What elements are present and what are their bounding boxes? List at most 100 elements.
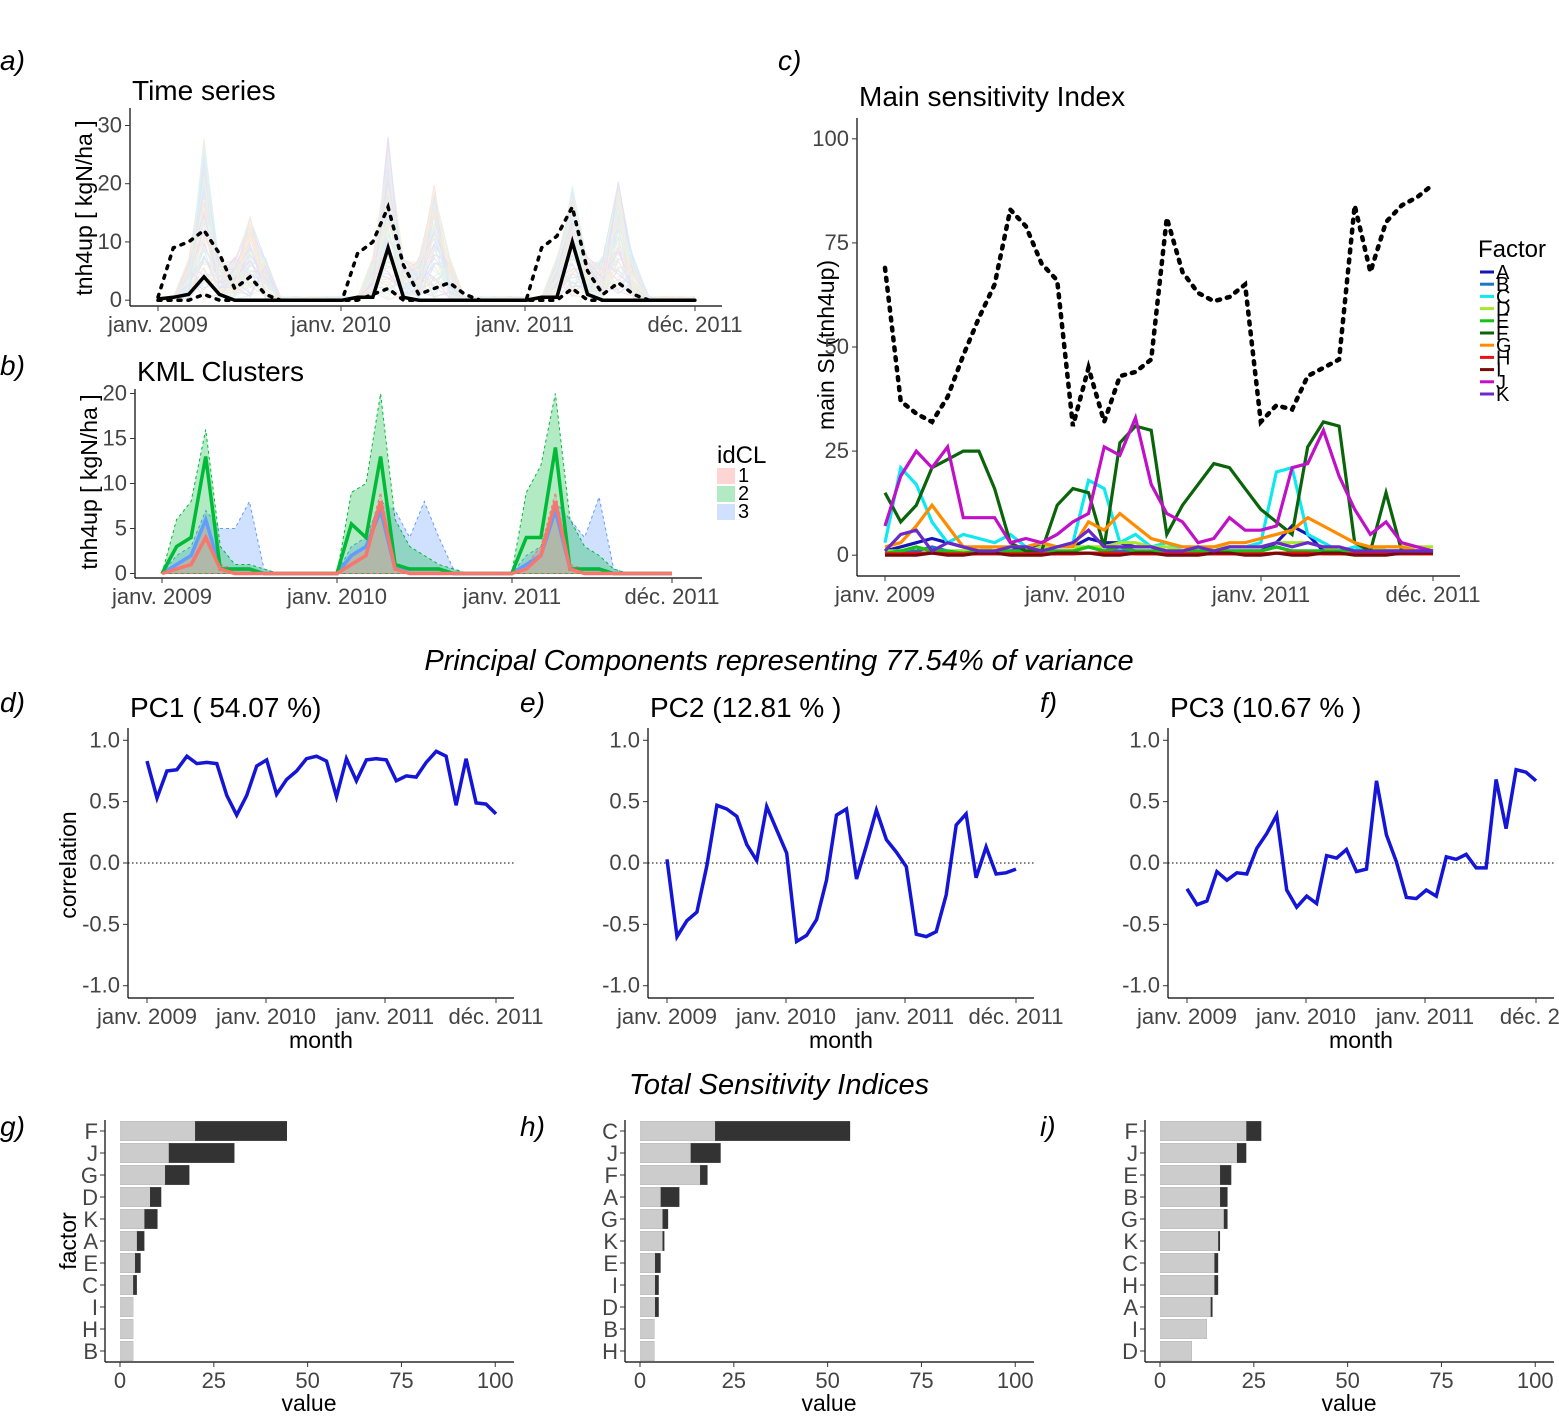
g-bar-main-J xyxy=(120,1143,169,1163)
f-y-tick-label: 0.0 xyxy=(1129,850,1160,875)
h-bar-main-A xyxy=(640,1187,661,1207)
h-bar-main-E xyxy=(640,1253,656,1273)
a-background-trajectory xyxy=(157,162,696,301)
c-y-tick-label: 25 xyxy=(825,438,849,463)
g-category-label-I: I xyxy=(92,1295,98,1320)
panel-label-a: a) xyxy=(0,45,25,76)
i-bar-main-E xyxy=(1160,1165,1221,1185)
b-y-tick-label: 10 xyxy=(103,471,127,496)
h-category-label-B: B xyxy=(603,1317,618,1342)
i-bar-main-D xyxy=(1160,1341,1192,1361)
g-category-label-G: G xyxy=(81,1163,98,1188)
a-background-trajectory xyxy=(157,204,696,301)
plot-time-series: 0 10 20 30 janv. 2009 janv. 2010 janv. 2011 déc… xyxy=(98,108,743,337)
i-bar-main-A xyxy=(1160,1297,1211,1317)
panel-label-g: g) xyxy=(0,1111,25,1142)
g-bar-main-A xyxy=(120,1231,137,1251)
c-legend-label-A: A xyxy=(1496,262,1510,284)
plot-title-c: Main sensitivity Index xyxy=(859,81,1125,112)
g-bar-main-K xyxy=(120,1209,145,1229)
h-bar-main-B xyxy=(640,1319,655,1339)
legend-kml: 123 xyxy=(717,465,749,523)
e-series-PC2 xyxy=(665,800,1017,945)
plot-main-sensitivity: 0 25 50 75 100 janv. 2009 janv. 2010 janv. 2011… xyxy=(812,118,1481,607)
i-category-label-B: B xyxy=(1123,1185,1138,1210)
a-background-trajectory xyxy=(157,150,696,301)
b-legend-label-3: 3 xyxy=(738,501,749,523)
b-ribbon-3 xyxy=(160,495,672,574)
a-background-trajectory xyxy=(157,188,696,301)
a-background-trajectory xyxy=(158,190,695,301)
panel-label-i: i) xyxy=(1040,1111,1056,1142)
c-y-tick-label: 75 xyxy=(825,230,849,255)
f-y-tick-label: -1.0 xyxy=(1122,973,1160,998)
g-category-label-K: K xyxy=(83,1207,98,1232)
a-background-trajectory xyxy=(157,200,696,301)
i-bar-main-J xyxy=(1160,1143,1237,1163)
h-category-label-A: A xyxy=(603,1185,618,1210)
a-y-tick-label: 30 xyxy=(98,112,122,137)
i-x-tick-label: 100 xyxy=(1517,1368,1554,1393)
h-bar-main-D xyxy=(640,1297,656,1317)
plot-title-e: PC2 (12.81 % ) xyxy=(650,692,841,723)
d-y-tick-label: 1.0 xyxy=(89,727,120,752)
h-bar-main-K xyxy=(640,1231,663,1251)
a-y-tick-label: 10 xyxy=(98,229,122,254)
h-category-label-E: E xyxy=(603,1251,618,1276)
a-background-trajectory xyxy=(157,190,696,301)
e-y-tick-label: 0.5 xyxy=(609,789,640,814)
i-category-label-I: I xyxy=(1132,1317,1138,1342)
h-category-label-F: F xyxy=(605,1163,618,1188)
h-x-tick-label: 25 xyxy=(722,1368,746,1393)
a-x-tick-label: janv. 2009 xyxy=(107,312,208,337)
g-category-label-F: F xyxy=(85,1119,98,1144)
a-background-trajectory xyxy=(157,207,696,301)
a-background-trajectory xyxy=(157,210,696,301)
g-bar-main-G xyxy=(120,1165,166,1185)
h-category-label-K: K xyxy=(603,1229,618,1254)
i-category-label-H: H xyxy=(1122,1273,1138,1298)
a-background-trajectory xyxy=(157,195,696,301)
ylabel-g: factor xyxy=(55,1212,81,1270)
c-legend-label-I: I xyxy=(1496,360,1502,382)
a-background-trajectory xyxy=(157,195,696,301)
a-background-trajectory xyxy=(157,199,696,301)
a-background-trajectory xyxy=(157,174,696,301)
c-legend-label-K: K xyxy=(1496,384,1510,406)
f-x-tick-label: janv. 2010 xyxy=(1255,1004,1356,1029)
a-background-trajectory xyxy=(157,140,696,301)
b-x-tick-label: janv. 2009 xyxy=(111,584,212,609)
a-background-trajectory xyxy=(157,184,696,301)
b-x-tick-label: déc. 2011 xyxy=(624,584,719,609)
d-x-tick-label: déc. 2011 xyxy=(448,1004,543,1029)
e-y-tick-label: -1.0 xyxy=(602,973,640,998)
c-series-G xyxy=(884,502,1433,553)
b-legend-label-1: 1 xyxy=(738,465,749,487)
b-x-tick-label: janv. 2010 xyxy=(286,584,387,609)
i-x-tick-label: 75 xyxy=(1429,1368,1453,1393)
plot-title-f: PC3 (10.67 % ) xyxy=(1170,692,1361,723)
e-x-tick-label: déc. 2011 xyxy=(968,1004,1063,1029)
a-background-trajectory xyxy=(157,184,696,301)
c-legend-label-F: F xyxy=(1496,323,1508,345)
g-bar-main-B xyxy=(120,1341,134,1361)
panel-label-b: b) xyxy=(0,350,25,381)
i-bar-main-I xyxy=(1160,1319,1207,1339)
h-category-label-C: C xyxy=(602,1119,618,1144)
a-background-trajectory xyxy=(157,215,696,301)
i-bar-main-K xyxy=(1160,1231,1219,1251)
f-y-tick-label: 0.5 xyxy=(1129,789,1160,814)
i-bar-main-H xyxy=(1160,1275,1215,1295)
i-category-label-C: C xyxy=(1122,1251,1138,1276)
legend-title-b: idCL xyxy=(717,442,766,469)
a-background-trajectory xyxy=(157,148,696,301)
f-y-tick-label: 1.0 xyxy=(1129,727,1160,752)
f-series-PC3 xyxy=(1185,767,1538,911)
a-background-trajectory xyxy=(157,192,696,301)
a-background-trajectory xyxy=(157,146,696,301)
i-bar-main-C xyxy=(1160,1253,1215,1273)
b-legend-label-2: 2 xyxy=(738,483,749,505)
i-category-label-K: K xyxy=(1123,1229,1138,1254)
h-bar-main-I xyxy=(640,1275,656,1295)
